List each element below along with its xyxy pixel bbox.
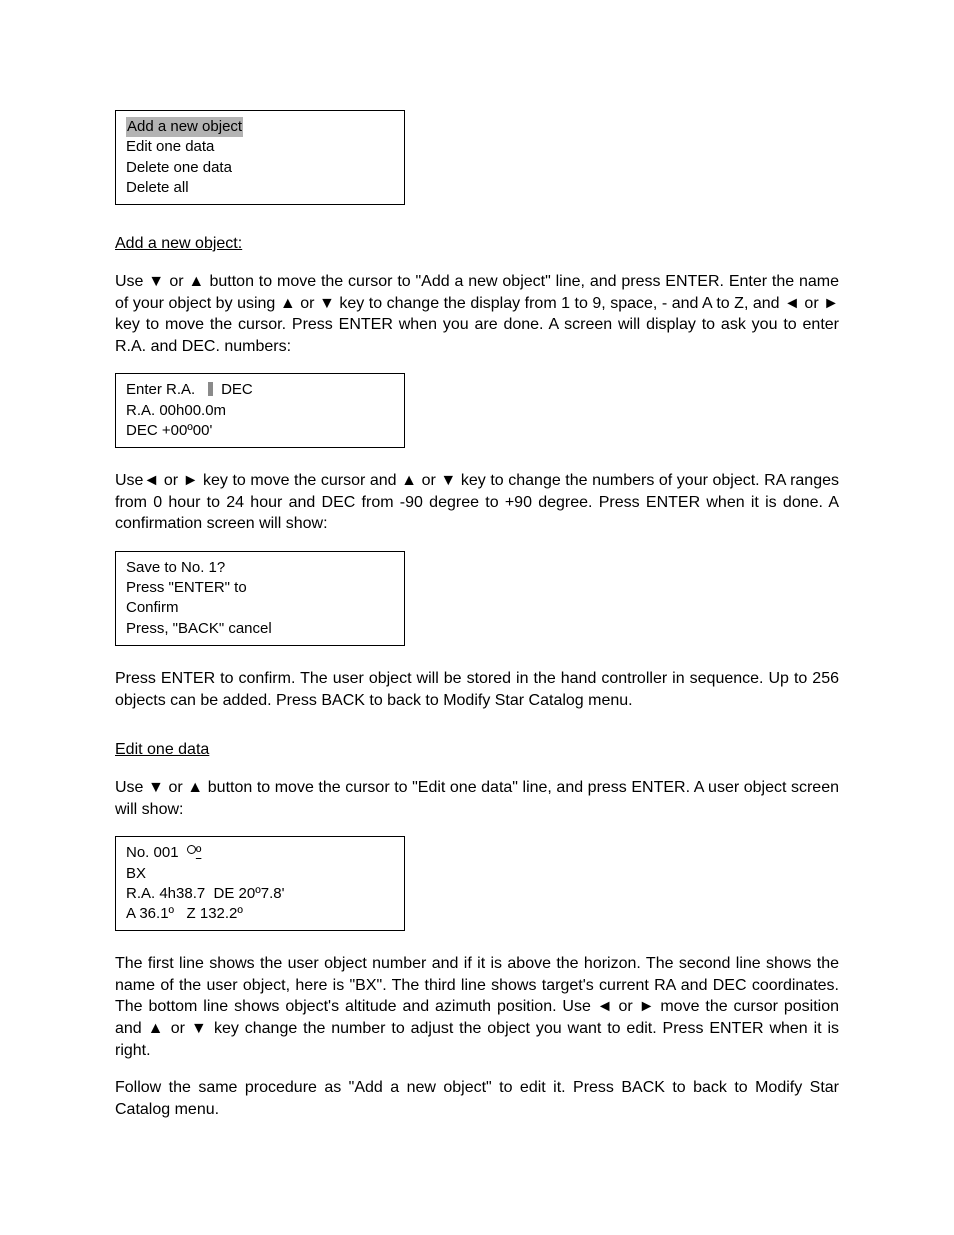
screen-box-menu: Add a new object Edit one data Delete on…: [115, 110, 405, 205]
input-caret-icon: [208, 382, 213, 396]
user-obj-degree: º: [196, 844, 201, 861]
enter-radec-line-1: Enter R.A. DEC: [126, 380, 394, 400]
screen-box-user-object: No. 001 º BX R.A. 4h38.7 DE 20º7.8' A 36…: [115, 836, 405, 931]
user-obj-line-3: R.A. 4h38.7 DE 20º7.8': [126, 884, 394, 904]
section-title-add: Add a new object:: [115, 235, 839, 253]
horizon-ring-icon: [187, 845, 196, 854]
paragraph-edit-intro: Use ▼ or ▲ button to move the cursor to …: [115, 777, 839, 820]
paragraph-edit-follow: Follow the same procedure as "Add a new …: [115, 1077, 839, 1120]
save-line-3: Confirm: [126, 598, 394, 618]
section-title-edit: Edit one data: [115, 741, 839, 759]
menu-line-2: Edit one data: [126, 137, 394, 157]
user-obj-line-2: BX: [126, 864, 394, 884]
screen-box-enter-radec: Enter R.A. DEC R.A. 00h00.0m DEC +00º00': [115, 373, 405, 448]
user-obj-line-1: No. 001 º: [126, 843, 394, 863]
enter-ra-label: Enter R.A.: [126, 381, 195, 398]
user-obj-number: No. 001: [126, 844, 187, 861]
user-obj-line-4: A 36.1º Z 132.2º: [126, 904, 394, 924]
save-line-4: Press, "BACK" cancel: [126, 619, 394, 639]
ra-value: R.A. 00h00.0m: [126, 402, 226, 419]
menu-line-1: Add a new object: [126, 117, 394, 137]
menu-highlight: Add a new object: [126, 117, 243, 137]
paragraph-add-instructions: Use ▼ or ▲ button to move the cursor to …: [115, 271, 839, 357]
dec-value: DEC +00º00': [126, 422, 212, 439]
save-line-2: Press "ENTER" to: [126, 578, 394, 598]
menu-line-4: Delete all: [126, 178, 394, 198]
enter-radec-line-2: R.A. 00h00.0m: [126, 401, 394, 421]
screen-box-save-confirm: Save to No. 1? Press "ENTER" to Confirm …: [115, 551, 405, 646]
paragraph-save: Press ENTER to confirm. The user object …: [115, 668, 839, 711]
paragraph-confirm-instructions: Use◄ or ► key to move the cursor and ▲ o…: [115, 470, 839, 535]
paragraph-edit-body: The first line shows the user object num…: [115, 953, 839, 1061]
enter-dec-label: DEC: [221, 381, 253, 398]
enter-radec-line-3: DEC +00º00': [126, 421, 394, 441]
save-line-1: Save to No. 1?: [126, 558, 394, 578]
menu-line-3: Delete one data: [126, 158, 394, 178]
